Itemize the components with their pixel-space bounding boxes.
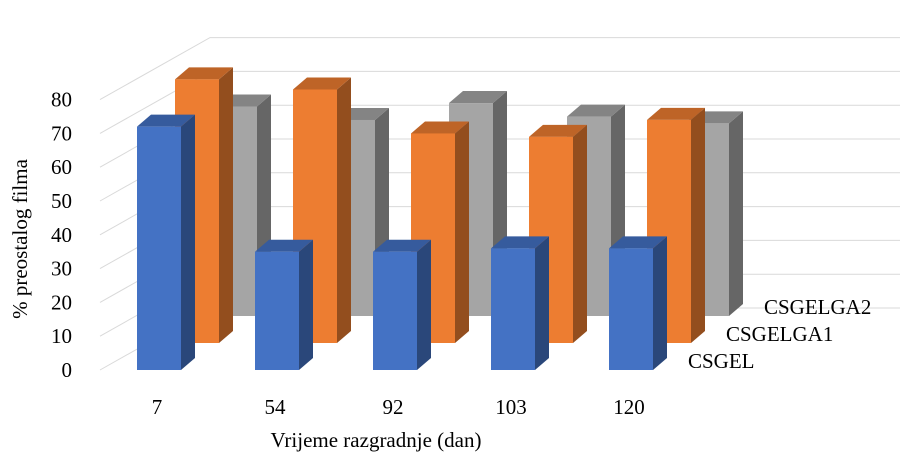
y-tick-labels: 0 10 20 30 40 50 60 70 80 xyxy=(51,88,72,382)
bar-top xyxy=(175,67,233,80)
bar-side xyxy=(219,67,233,344)
x-tick-label: 103 xyxy=(495,395,527,419)
x-axis-title: Vrijeme razgradnje (dan) xyxy=(271,428,482,452)
bar-top xyxy=(255,239,313,252)
y-tick-label: 0 xyxy=(62,358,73,382)
y-tick-label: 80 xyxy=(51,88,72,112)
y-tick-label: 60 xyxy=(51,155,72,179)
bar-side xyxy=(417,239,431,370)
gridline xyxy=(99,37,900,101)
x-tick-label: 7 xyxy=(152,395,163,419)
series-label: CSGELGA2 xyxy=(764,295,871,319)
bar-top xyxy=(609,236,667,249)
series-depth-labels: CSGEL CSGELGA1 CSGELGA2 xyxy=(688,295,871,373)
bar-front xyxy=(491,248,535,370)
bar-top xyxy=(491,236,549,249)
bar-front xyxy=(609,248,653,370)
x-tick-label: 54 xyxy=(265,395,287,419)
x-tick-labels: 7 54 92 103 120 xyxy=(152,395,645,419)
bar-side xyxy=(455,121,469,343)
x-tick-label: 92 xyxy=(383,395,404,419)
bar-csgel-120 xyxy=(609,236,667,370)
y-tick-label: 10 xyxy=(51,324,72,348)
bar-top xyxy=(137,114,195,127)
bar-front xyxy=(255,251,299,370)
y-tick-label: 70 xyxy=(51,121,72,145)
bar-top xyxy=(293,77,351,90)
bar-side xyxy=(691,107,705,343)
series-label: CSGELGA1 xyxy=(726,322,833,346)
series-label: CSGEL xyxy=(688,349,755,373)
y-tick-label: 30 xyxy=(51,257,72,281)
y-tick-label: 50 xyxy=(51,189,72,213)
bar-top xyxy=(647,107,705,120)
bar-side xyxy=(573,124,587,343)
y-axis-title: % preostalog filma xyxy=(8,158,32,318)
bar-csgel-92 xyxy=(373,239,431,370)
bars xyxy=(137,67,743,370)
bar-side xyxy=(729,111,743,316)
bar-side xyxy=(653,236,667,370)
bar-top xyxy=(567,104,625,117)
y-tick-label: 20 xyxy=(51,290,72,314)
bar-front xyxy=(373,251,417,370)
bar-side xyxy=(337,77,351,343)
bar-top xyxy=(449,91,507,104)
bar-top xyxy=(529,124,587,137)
x-tick-label: 120 xyxy=(613,395,645,419)
bar-front xyxy=(137,126,181,370)
bar-side xyxy=(299,239,313,370)
bar-csgel-103 xyxy=(491,236,549,370)
bar-side xyxy=(181,114,195,370)
bar-csgel-7 xyxy=(137,114,195,370)
bar-csgel-54 xyxy=(255,239,313,370)
y-tick-label: 40 xyxy=(51,223,72,247)
bar-side xyxy=(535,236,549,370)
bar-top xyxy=(411,121,469,134)
bar-top xyxy=(373,239,431,252)
